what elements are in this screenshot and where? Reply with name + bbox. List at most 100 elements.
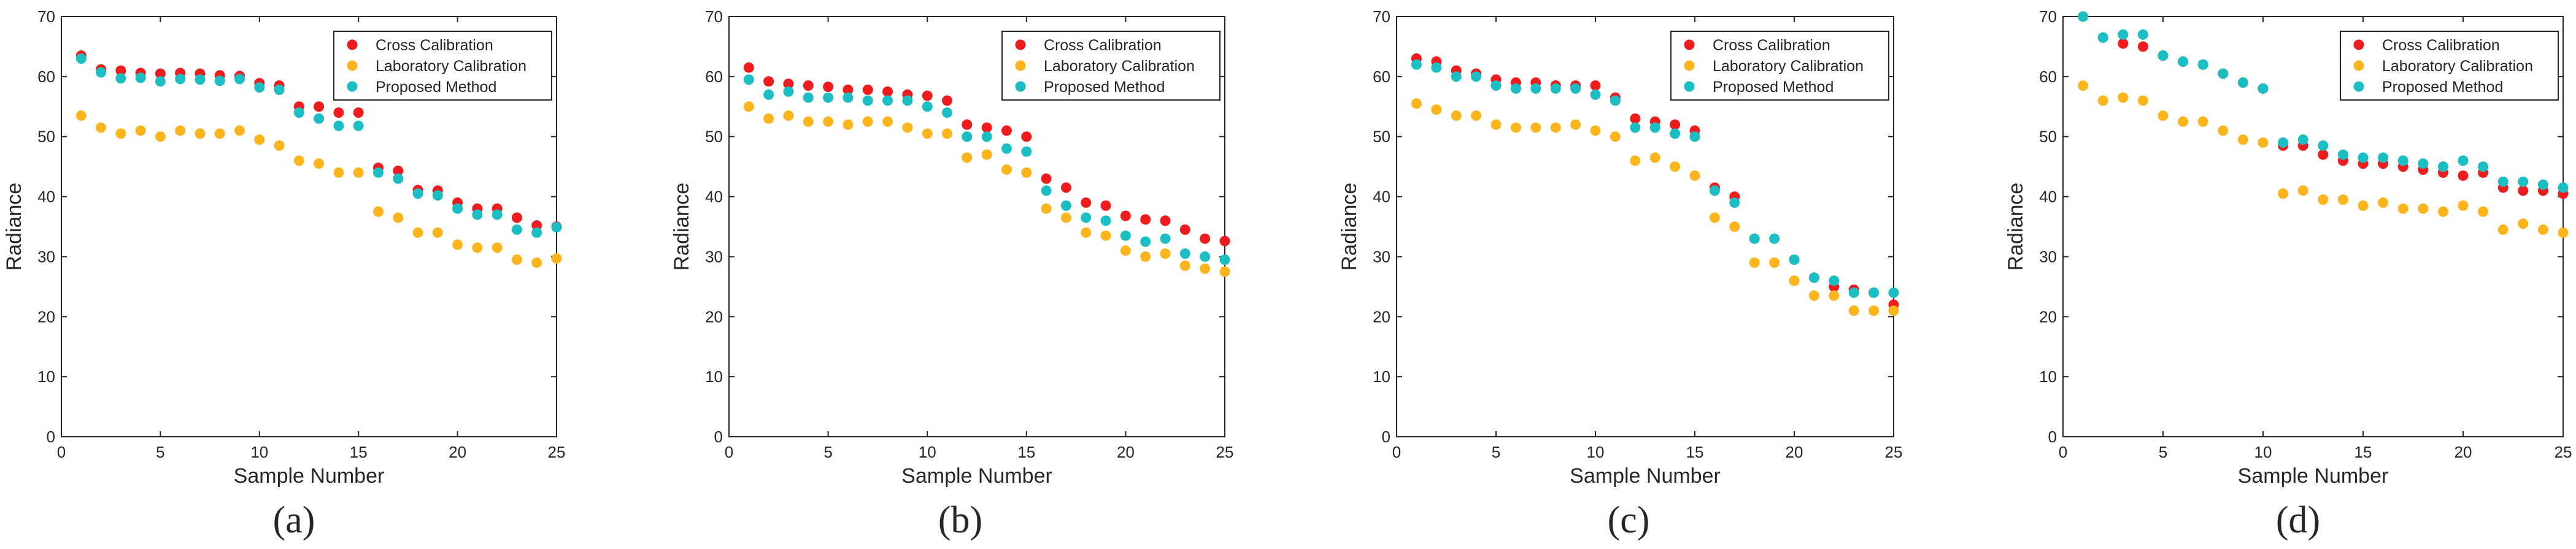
legend-label: Proposed Method <box>1044 79 1165 96</box>
data-point <box>2137 29 2148 40</box>
legend-marker <box>1015 81 1026 92</box>
x-tick-label: 0 <box>725 443 733 461</box>
y-axis-label: Radiance <box>670 183 693 271</box>
data-point <box>1689 170 1700 181</box>
y-tick-label: 60 <box>37 67 55 86</box>
data-series <box>1411 59 1899 298</box>
data-point <box>1550 83 1561 94</box>
panel-label: (a) <box>273 499 315 541</box>
x-axis-label: Sample Number <box>2238 464 2389 488</box>
x-tick-label: 20 <box>1786 443 1803 461</box>
data-point <box>432 190 443 201</box>
data-point <box>195 74 206 85</box>
data-point <box>1179 248 1190 259</box>
data-point <box>2497 224 2509 235</box>
data-point <box>981 131 992 142</box>
data-point <box>1060 182 1071 193</box>
data-series <box>743 62 1230 247</box>
y-tick-label: 40 <box>1373 188 1390 206</box>
data-point <box>823 81 834 92</box>
x-tick-label: 15 <box>1017 443 1035 461</box>
data-point <box>1510 122 1521 133</box>
y-tick-label: 50 <box>705 128 723 146</box>
x-axis-label: Sample Number <box>234 464 385 488</box>
y-tick-label: 10 <box>705 367 723 386</box>
data-point <box>1530 122 1541 133</box>
legend-marker <box>1015 39 1026 50</box>
y-tick-label: 0 <box>714 428 723 446</box>
data-point <box>2137 41 2148 52</box>
data-point <box>75 110 87 121</box>
data-point <box>314 158 325 169</box>
data-point <box>492 242 503 253</box>
data-point <box>333 107 344 118</box>
data-point <box>393 173 404 184</box>
data-point <box>763 89 774 100</box>
data-point <box>1590 125 1601 136</box>
data-point <box>1021 131 1032 142</box>
legend-marker <box>2353 81 2364 92</box>
y-tick-label: 60 <box>705 67 723 86</box>
data-point <box>981 149 992 160</box>
data-point <box>1160 248 1171 259</box>
data-point <box>1041 203 1052 214</box>
data-point <box>1749 233 1760 244</box>
data-point <box>1120 230 1131 241</box>
data-point <box>2278 137 2289 148</box>
legend-box <box>1001 31 1221 101</box>
data-point <box>2458 170 2469 181</box>
data-point <box>1471 71 1482 82</box>
y-axis-label: Radiance <box>2004 183 2027 271</box>
data-point <box>1829 290 1840 301</box>
data-point <box>2358 200 2369 211</box>
data-point <box>1848 287 1859 298</box>
y-tick-label: 10 <box>37 367 55 386</box>
data-point <box>353 167 364 178</box>
data-point <box>1670 128 1681 139</box>
data-point <box>96 122 107 133</box>
data-point <box>962 119 973 130</box>
data-point <box>1041 173 1052 184</box>
x-tick-label: 25 <box>2555 443 2572 461</box>
data-point <box>2078 80 2089 91</box>
data-point <box>1179 260 1190 271</box>
data-point <box>2218 68 2229 79</box>
data-point <box>1041 185 1052 196</box>
data-point <box>1769 257 1780 268</box>
data-point <box>135 125 146 136</box>
legend-label: Cross Calibration <box>376 37 493 54</box>
data-point <box>2078 11 2089 22</box>
y-tick-label: 30 <box>705 247 723 266</box>
y-tick-label: 40 <box>705 188 723 206</box>
data-point <box>803 80 814 91</box>
data-point <box>1570 83 1581 94</box>
y-tick-label: 50 <box>2039 128 2057 146</box>
data-point <box>1411 98 1422 109</box>
data-point <box>1200 263 1211 274</box>
chart-panel: 0 10 20 30 40 50 60 70 0 5 10 15 20 25 Sample Number Ra… <box>670 7 1233 541</box>
legend-box <box>1670 31 1889 101</box>
data-point <box>1100 200 1111 211</box>
data-point <box>1060 212 1071 223</box>
x-tick-label: 0 <box>57 443 66 461</box>
x-tick-label: 5 <box>2159 443 2167 461</box>
data-point <box>1670 161 1681 172</box>
legend-box <box>2340 31 2559 101</box>
y-tick-label: 30 <box>2039 247 2057 266</box>
data-point <box>2118 38 2129 49</box>
data-point <box>353 120 364 131</box>
data-point <box>254 134 265 145</box>
legend-marker <box>347 81 358 92</box>
data-point <box>155 131 166 142</box>
data-point <box>962 152 973 163</box>
data-point <box>1140 236 1151 247</box>
legend-label: Proposed Method <box>2382 79 2503 96</box>
data-point <box>1610 95 1621 106</box>
data-point <box>902 122 913 133</box>
data-point <box>1649 152 1660 163</box>
data-point <box>135 72 146 83</box>
data-point <box>314 113 325 124</box>
data-point <box>412 188 423 199</box>
data-point <box>1100 215 1111 226</box>
data-point <box>743 74 754 85</box>
